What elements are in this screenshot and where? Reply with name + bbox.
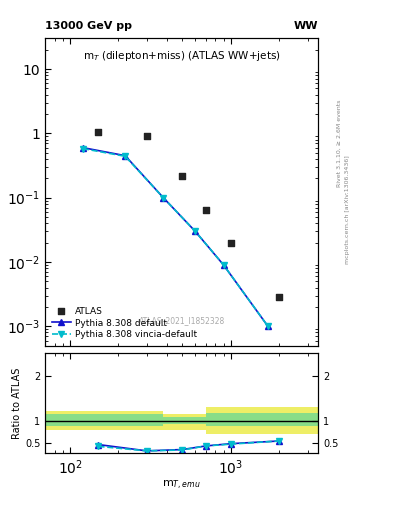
Pythia 8.308 vincia-default xyxy=(123,153,127,159)
Line: Pythia 8.308 vincia-default: Pythia 8.308 vincia-default xyxy=(80,146,271,329)
Line: Pythia 8.308 default: Pythia 8.308 default xyxy=(80,145,271,329)
Y-axis label: Ratio to ATLAS: Ratio to ATLAS xyxy=(12,368,22,439)
Pythia 8.308 default xyxy=(266,323,270,329)
ATLAS xyxy=(179,172,185,180)
Text: WW: WW xyxy=(294,20,318,31)
Pythia 8.308 default xyxy=(123,153,127,159)
Pythia 8.308 vincia-default xyxy=(221,262,226,268)
ATLAS xyxy=(203,206,209,214)
Pythia 8.308 default xyxy=(81,144,85,151)
Text: Rivet 3.1.10, ≥ 2.6M events: Rivet 3.1.10, ≥ 2.6M events xyxy=(336,100,341,187)
Text: ATLAS_2021_I1852328: ATLAS_2021_I1852328 xyxy=(139,316,225,326)
Legend: ATLAS, Pythia 8.308 default, Pythia 8.308 vincia-default: ATLAS, Pythia 8.308 default, Pythia 8.30… xyxy=(50,305,199,341)
ATLAS xyxy=(95,128,101,136)
Y-axis label: dσ/d m$_{T,emu}$: dσ/d m$_{T,emu}$ xyxy=(0,161,4,223)
ATLAS xyxy=(144,132,150,140)
Pythia 8.308 default xyxy=(193,228,198,234)
Pythia 8.308 default xyxy=(161,195,166,201)
Pythia 8.308 vincia-default xyxy=(266,323,270,329)
ATLAS xyxy=(228,239,234,247)
Text: m$_T$ (dilepton+miss) (ATLAS WW+jets): m$_T$ (dilepton+miss) (ATLAS WW+jets) xyxy=(83,49,281,63)
Pythia 8.308 vincia-default xyxy=(193,228,198,234)
Pythia 8.308 vincia-default xyxy=(161,195,166,201)
Pythia 8.308 vincia-default xyxy=(81,145,85,152)
Pythia 8.308 default xyxy=(221,262,226,268)
Text: mcplots.cern.ch [arXiv:1306.3436]: mcplots.cern.ch [arXiv:1306.3436] xyxy=(345,156,350,264)
ATLAS xyxy=(276,293,283,302)
X-axis label: m$_{T,emu}$: m$_{T,emu}$ xyxy=(162,479,201,493)
Text: 13000 GeV pp: 13000 GeV pp xyxy=(45,20,132,31)
